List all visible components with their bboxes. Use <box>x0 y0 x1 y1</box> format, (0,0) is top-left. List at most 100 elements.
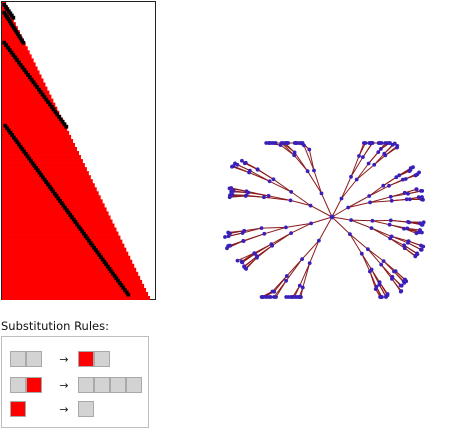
network-node <box>377 282 382 287</box>
black-cell <box>116 278 120 283</box>
network-nodes <box>223 141 426 299</box>
network-node <box>307 147 312 152</box>
red-cell-run <box>2 199 103 204</box>
red-cell-run <box>2 227 117 232</box>
network-edge <box>310 205 333 218</box>
black-cell <box>76 224 81 229</box>
black-cell <box>17 142 21 147</box>
black-cell <box>83 234 88 238</box>
network-node <box>269 141 274 145</box>
network-edge <box>331 216 351 235</box>
network-node <box>255 167 260 172</box>
black-cell <box>26 72 30 77</box>
network-node <box>264 295 269 299</box>
network-node <box>309 221 313 226</box>
red-cell <box>10 401 26 417</box>
network-node <box>402 190 407 195</box>
red-cell-run <box>2 122 66 128</box>
network-edge <box>269 180 292 193</box>
network-edge <box>351 219 373 222</box>
network-edge <box>261 226 286 229</box>
black-cell <box>15 140 20 145</box>
network-node <box>404 197 409 202</box>
network-node <box>370 218 375 223</box>
black-cell <box>95 250 100 255</box>
arrow-icon: → <box>59 352 69 366</box>
network-node <box>300 285 305 290</box>
network-node <box>381 183 386 188</box>
network-edge <box>404 188 417 194</box>
red-cell-run <box>2 267 137 273</box>
rule-row: → <box>10 376 142 394</box>
black-cell <box>3 123 8 128</box>
network-node <box>373 287 378 291</box>
black-cell <box>9 13 14 18</box>
network-node <box>414 231 419 236</box>
black-cell <box>13 137 18 142</box>
network-edge <box>286 258 303 277</box>
black-cell <box>9 50 14 55</box>
network-edge <box>385 147 398 156</box>
black-cell <box>54 194 59 199</box>
evolution-cells <box>2 2 150 300</box>
black-cell <box>29 159 33 163</box>
network-edge <box>294 152 309 172</box>
network-edge <box>271 232 292 245</box>
black-cell <box>46 100 50 104</box>
network-edge <box>350 156 364 178</box>
black-cell <box>68 212 73 217</box>
network-node <box>402 243 406 248</box>
black-cell <box>114 276 119 281</box>
black-cell <box>52 191 57 196</box>
network-node <box>284 274 289 278</box>
network-edge <box>308 149 315 171</box>
network-node <box>357 154 361 158</box>
gray-cell <box>110 377 126 393</box>
red-cell-run <box>2 138 74 144</box>
red-cell-run <box>2 167 87 172</box>
red-cell-run <box>2 22 16 27</box>
network-edge <box>254 243 272 254</box>
black-cell <box>44 180 49 184</box>
network-node <box>259 295 264 299</box>
red-cell-run <box>2 70 40 75</box>
red-cell-run <box>2 211 109 216</box>
network-node <box>407 197 412 202</box>
black-cell <box>20 147 25 152</box>
rule-rhs <box>78 351 110 367</box>
gray-cell <box>26 351 42 367</box>
black-cell <box>55 112 60 117</box>
black-cell <box>97 252 102 257</box>
network-edge <box>257 169 274 180</box>
black-cell <box>87 238 91 243</box>
red-cell-run <box>2 34 22 39</box>
red-cell-run <box>2 66 38 71</box>
network-node <box>378 295 382 299</box>
black-cell <box>61 203 66 208</box>
black-cell <box>16 60 21 65</box>
red-cell-run <box>2 175 91 180</box>
red-cell-run <box>2 114 62 120</box>
black-cell <box>56 196 61 201</box>
network-node <box>233 161 237 166</box>
network-node <box>243 160 248 165</box>
black-cell <box>31 80 36 85</box>
black-cell <box>5 15 9 19</box>
network-edge <box>302 262 311 288</box>
red-cell-run <box>2 86 48 91</box>
black-cell <box>51 189 56 194</box>
network-node <box>388 218 393 223</box>
network-node <box>226 230 231 235</box>
black-cell <box>100 257 105 262</box>
network-edge <box>331 207 349 218</box>
red-cell-run <box>2 271 139 277</box>
black-cell <box>2 40 7 45</box>
black-cell <box>111 271 115 276</box>
black-cell <box>6 17 11 22</box>
network-edge <box>373 155 386 166</box>
black-cell <box>44 97 49 102</box>
network-edge <box>371 227 391 239</box>
red-cell-run <box>2 151 79 156</box>
network-edge <box>243 233 265 242</box>
network-edge <box>299 262 311 286</box>
